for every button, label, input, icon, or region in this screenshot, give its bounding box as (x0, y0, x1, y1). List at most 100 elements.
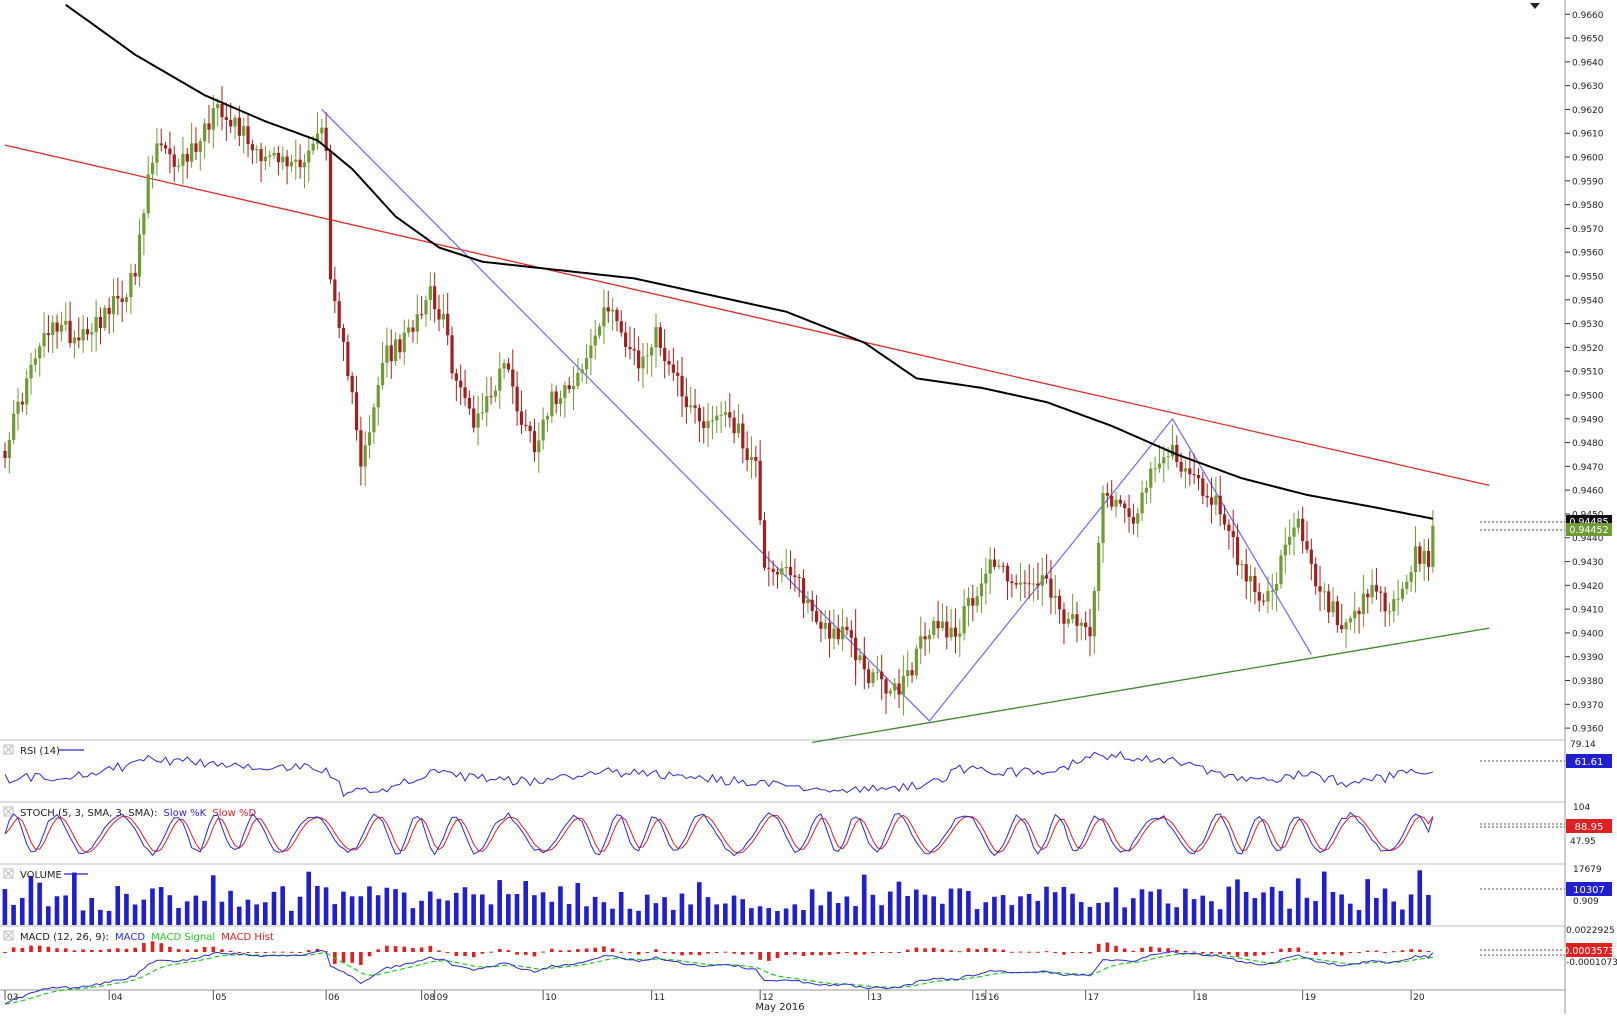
panel-menu-icon[interactable] (1530, 3, 1540, 9)
candle (979, 568, 984, 614)
candle (1075, 601, 1079, 643)
candle (1314, 557, 1318, 595)
panel-frames (0, 0, 1566, 1014)
volume-bar (1304, 897, 1310, 925)
candle-body (1088, 627, 1092, 637)
candle (1066, 612, 1070, 628)
macd-hist-bar (159, 943, 164, 952)
candle (1023, 570, 1027, 599)
macd-hist-bar (107, 949, 111, 952)
candle-body (463, 387, 467, 398)
candle (884, 676, 888, 715)
volume-bar (792, 904, 798, 925)
candle (650, 343, 654, 377)
candle-body (1005, 565, 1010, 582)
candle (255, 145, 259, 164)
price-tick-label: 0.9510 (1572, 368, 1604, 378)
rsi-label: RSI (14) (20, 746, 60, 757)
candle (446, 292, 450, 346)
candle-body (263, 156, 267, 162)
candle (880, 654, 884, 700)
candle-body (233, 117, 237, 127)
candle-body (932, 621, 936, 635)
candle (654, 313, 658, 368)
candle (524, 409, 528, 431)
macd-hist-bar (1209, 952, 1214, 954)
candle (858, 647, 862, 664)
volume-bar (1087, 906, 1093, 925)
candle-body (945, 621, 949, 638)
volume-bar (1287, 908, 1292, 925)
candle (1149, 461, 1153, 503)
candle-body (85, 329, 90, 335)
candle-body (871, 672, 875, 684)
candle (1092, 587, 1096, 654)
candle (741, 413, 745, 464)
candle-body (437, 309, 441, 320)
macd-hist-bar (584, 948, 589, 952)
candle (632, 328, 636, 366)
candle (745, 431, 749, 472)
time-tick-label: 10 (545, 993, 557, 1003)
candle-body (315, 133, 320, 144)
candle-body (901, 676, 905, 695)
candle (567, 377, 571, 394)
candle-body (1214, 495, 1218, 505)
price-tick-label: 0.9630 (1572, 82, 1604, 92)
macd-hist-bar (958, 951, 962, 953)
macd-hist-bar (923, 948, 927, 952)
candle-body (1257, 591, 1261, 601)
candle (29, 352, 33, 395)
price-tick-label: 0.9380 (1572, 677, 1604, 687)
macd-hist-bar (680, 952, 684, 956)
volume-bar (106, 910, 112, 925)
candle-body (1309, 549, 1313, 564)
volume-bar (1417, 870, 1423, 925)
macd-hist-bar (1279, 948, 1283, 952)
volume-bar (271, 891, 277, 925)
candle (159, 128, 163, 152)
candle-body (1318, 586, 1322, 592)
macd-hist-bar (1070, 952, 1075, 953)
candle (828, 610, 832, 658)
candle-body (1188, 468, 1192, 475)
candle (1144, 480, 1149, 505)
time-tick-label: 04 (111, 993, 123, 1003)
candle (914, 644, 918, 680)
candle (489, 376, 493, 405)
volume-bar (870, 894, 876, 925)
candle (181, 136, 185, 185)
candle-body (242, 126, 246, 136)
candle (1348, 615, 1352, 630)
candle (1283, 527, 1287, 574)
candle (580, 363, 584, 383)
candle-body (736, 423, 741, 434)
candle-body (1053, 595, 1057, 598)
support-trendline (812, 627, 1490, 744)
macd-hist-bar (576, 949, 580, 952)
candle (498, 352, 502, 409)
candle (754, 446, 758, 478)
volume-bar (210, 875, 216, 925)
candle (376, 376, 380, 426)
candle (606, 290, 610, 323)
candle-body (1118, 499, 1122, 504)
price-tick-label: 0.9500 (1572, 391, 1604, 401)
time-tick-label: 06 (328, 993, 340, 1003)
candle (433, 272, 437, 323)
macd-hist-bar (1339, 952, 1344, 956)
candle (1344, 618, 1348, 649)
macd-hist-bar (1148, 946, 1153, 952)
candle-body (3, 450, 7, 459)
candle-body (1157, 463, 1162, 469)
candle (1288, 519, 1292, 555)
macd-hist-bar (1235, 952, 1240, 957)
candle (771, 560, 775, 586)
candle (1058, 589, 1062, 624)
candle-body (324, 127, 328, 151)
candle-body (389, 345, 393, 362)
volume-bar (523, 881, 528, 925)
candle-body (1279, 555, 1283, 585)
candle (1196, 467, 1201, 491)
price-tick-label: 0.9580 (1572, 201, 1604, 211)
